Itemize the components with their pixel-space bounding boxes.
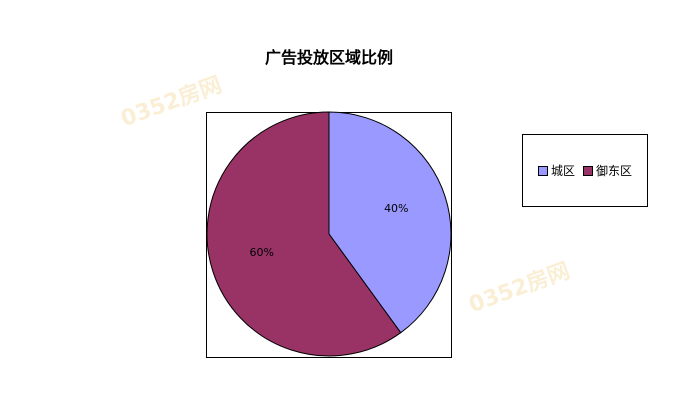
pie-slice [328, 111, 452, 334]
legend-swatch [583, 165, 593, 176]
data-label: 60% [249, 246, 273, 259]
data-label: 40% [384, 202, 408, 215]
pie-slice [206, 111, 402, 357]
legend-label: 城区 [550, 164, 575, 178]
legend-swatch [537, 165, 548, 176]
chart-title: 广告投放区域比例 [264, 48, 393, 67]
legend-item: 城区 [537, 162, 575, 179]
legend-item: 御东区 [583, 162, 632, 179]
legend-label: 御东区 [596, 164, 633, 178]
legend: 城区 御东区 [522, 134, 648, 207]
